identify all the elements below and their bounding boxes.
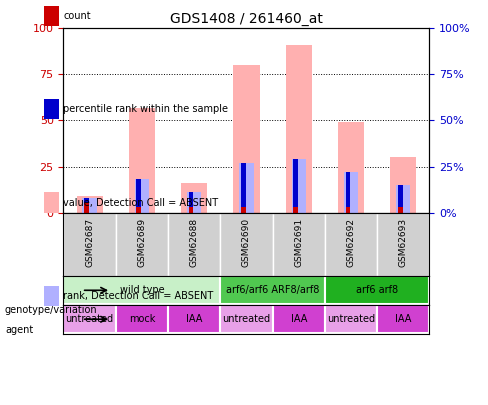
Bar — [189, 207, 193, 213]
Bar — [291, 159, 306, 213]
Text: mock: mock — [129, 314, 155, 324]
Text: arf6 arf8: arf6 arf8 — [356, 285, 398, 295]
FancyBboxPatch shape — [168, 213, 220, 276]
Text: count: count — [63, 11, 91, 21]
FancyBboxPatch shape — [116, 213, 168, 276]
Bar — [346, 207, 350, 213]
FancyBboxPatch shape — [377, 305, 429, 333]
Text: rank, Detection Call = ABSENT: rank, Detection Call = ABSENT — [63, 291, 214, 301]
Title: GDS1408 / 261460_at: GDS1408 / 261460_at — [170, 12, 323, 26]
Text: untreated: untreated — [327, 314, 375, 324]
Text: agent: agent — [5, 325, 33, 335]
Text: wild type: wild type — [120, 285, 164, 295]
Text: untreated: untreated — [65, 314, 114, 324]
FancyBboxPatch shape — [168, 305, 220, 333]
Text: percentile rank within the sample: percentile rank within the sample — [63, 104, 228, 114]
Bar — [239, 163, 254, 213]
FancyBboxPatch shape — [63, 276, 220, 304]
Text: IAA: IAA — [395, 314, 411, 324]
Bar — [129, 108, 155, 213]
Text: GSM62692: GSM62692 — [346, 217, 356, 266]
Bar — [187, 192, 202, 213]
Bar — [84, 203, 89, 213]
FancyBboxPatch shape — [377, 213, 429, 276]
Text: GSM62690: GSM62690 — [242, 217, 251, 267]
Bar — [398, 207, 403, 213]
FancyBboxPatch shape — [63, 305, 116, 333]
Bar — [77, 196, 102, 213]
Bar — [136, 207, 141, 213]
Bar — [135, 179, 149, 213]
Bar — [344, 172, 358, 213]
Bar — [181, 183, 207, 213]
FancyBboxPatch shape — [220, 305, 273, 333]
Bar — [136, 179, 141, 213]
Text: GSM62688: GSM62688 — [190, 217, 199, 267]
Text: untreated: untreated — [223, 314, 270, 324]
Bar — [82, 198, 97, 213]
Text: GSM62689: GSM62689 — [137, 217, 146, 267]
Bar — [233, 65, 260, 213]
Bar — [398, 185, 403, 213]
Text: genotype/variation: genotype/variation — [5, 305, 98, 315]
Bar — [293, 207, 298, 213]
FancyBboxPatch shape — [63, 213, 116, 276]
Bar — [293, 159, 298, 213]
Text: value, Detection Call = ABSENT: value, Detection Call = ABSENT — [63, 198, 219, 207]
Bar — [241, 207, 245, 213]
Bar — [189, 192, 193, 213]
FancyBboxPatch shape — [325, 276, 429, 304]
Bar — [338, 122, 364, 213]
Text: GSM62687: GSM62687 — [85, 217, 94, 267]
Bar — [84, 198, 89, 213]
FancyBboxPatch shape — [116, 305, 168, 333]
Text: GSM62693: GSM62693 — [399, 217, 408, 267]
Bar — [396, 185, 410, 213]
Text: GSM62691: GSM62691 — [294, 217, 303, 267]
Text: IAA: IAA — [290, 314, 307, 324]
Text: arf6/arf6 ARF8/arf8: arf6/arf6 ARF8/arf8 — [226, 285, 319, 295]
FancyBboxPatch shape — [273, 213, 325, 276]
FancyBboxPatch shape — [220, 276, 325, 304]
FancyBboxPatch shape — [325, 305, 377, 333]
Bar — [346, 172, 350, 213]
Bar — [241, 163, 245, 213]
Bar — [285, 45, 312, 213]
FancyBboxPatch shape — [325, 213, 377, 276]
FancyBboxPatch shape — [273, 305, 325, 333]
FancyBboxPatch shape — [220, 213, 273, 276]
Text: IAA: IAA — [186, 314, 203, 324]
Bar — [390, 157, 416, 213]
